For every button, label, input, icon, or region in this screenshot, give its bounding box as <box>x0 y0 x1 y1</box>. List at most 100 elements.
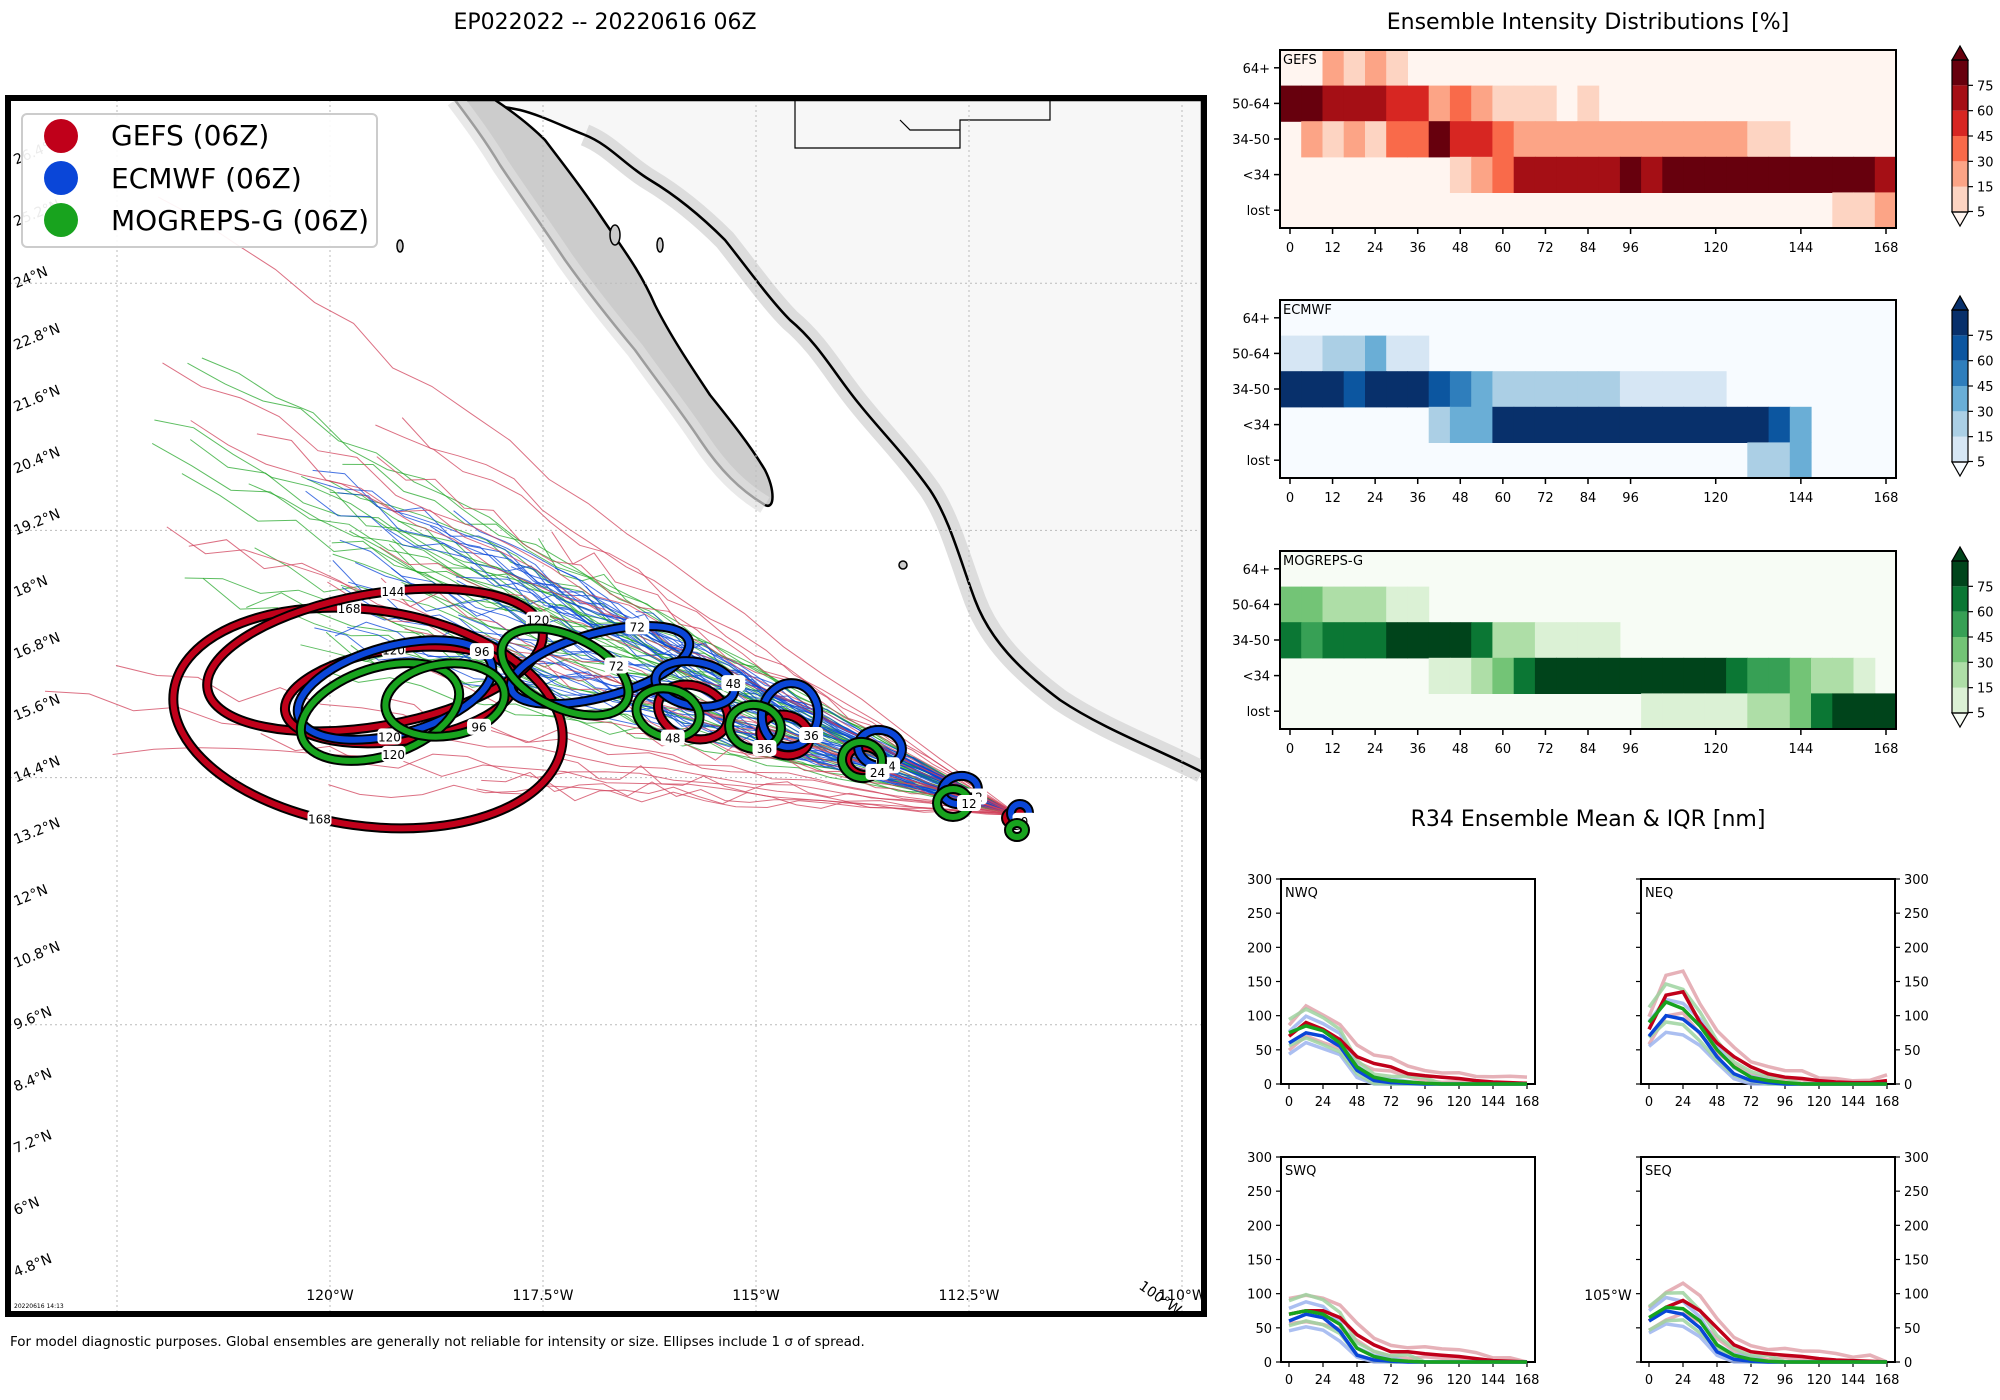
heatmap-cell <box>1301 121 1323 158</box>
lon-label: 117.5°W <box>513 1288 574 1304</box>
heatmap-cell <box>1365 121 1387 158</box>
heatmap-cell <box>1577 121 1600 158</box>
r34-ytick-label: 50 <box>1904 1322 1921 1337</box>
heatmap-cell <box>1832 192 1855 229</box>
r34-ytick-label: 250 <box>1904 1185 1929 1200</box>
heatmap-xtick-label: 48 <box>1452 742 1469 757</box>
r34-iqr-upper <box>1647 969 1888 1083</box>
heatmap-cell <box>1471 85 1493 122</box>
heatmap-cell <box>1280 586 1302 623</box>
colorbar-tick-label: 5 <box>1977 205 1985 220</box>
spread-ellipse: 24 <box>837 736 890 784</box>
heatmap-cell <box>1280 50 1302 87</box>
heatmap-cell <box>1556 657 1578 694</box>
heatmap-cell <box>1534 156 1557 193</box>
heatmap-cell <box>1322 50 1345 87</box>
heatmap-cell <box>1492 406 1515 443</box>
ellipse-hour-label: 96 <box>471 721 486 735</box>
heatmap-cell <box>1874 156 1897 193</box>
heatmap-cell <box>1683 156 1706 193</box>
heatmap-xtick-label: 84 <box>1580 491 1597 506</box>
heatmap-cell <box>1789 156 1812 193</box>
heatmap-cell <box>1683 371 1706 408</box>
r34-xtick-label: 24 <box>1315 1373 1332 1388</box>
spread-ellipse: 96 <box>380 658 510 742</box>
heatmap-cell <box>1704 693 1727 730</box>
heatmap-cell <box>1768 406 1791 443</box>
heatmap-row-label: <34 <box>1243 169 1270 184</box>
heatmap-cell <box>1598 406 1621 443</box>
heatmap-cell <box>1322 622 1345 659</box>
ellipse-hour-label: 72 <box>630 620 645 634</box>
r34-xtick-label: 96 <box>1777 1095 1794 1110</box>
heatmap-cell <box>1577 371 1600 408</box>
heatmap-cell <box>1492 371 1515 408</box>
track-map: 1681681441201209612072483624120120967248… <box>5 95 1852 1319</box>
heatmap-cell <box>1492 156 1515 193</box>
r34-ytick-label: 150 <box>1904 1254 1929 1269</box>
r34-xtick-label: 72 <box>1743 1095 1760 1110</box>
heatmap-cell <box>1662 371 1685 408</box>
r34-xtick-label: 144 <box>1481 1373 1506 1388</box>
ellipse-hour-label: 48 <box>726 677 741 691</box>
heatmap-cell <box>1386 586 1408 623</box>
r34-xtick-label: 0 <box>1645 1095 1653 1110</box>
heatmap-cell <box>1471 121 1493 158</box>
map-legend: GEFS (06Z) ECMWF (06Z) MOGREPS-G (06Z) <box>21 113 378 248</box>
heatmap-cell <box>1513 371 1536 408</box>
heatmap-cell <box>1322 85 1345 122</box>
r34-ytick-label: 300 <box>1247 1151 1272 1166</box>
r34-xtick-label: 96 <box>1777 1373 1794 1388</box>
heatmap-cell <box>1365 371 1387 408</box>
heatmap-xtick-label: 24 <box>1367 491 1384 506</box>
r34-xtick-label: 0 <box>1285 1373 1293 1388</box>
r34-xtick-label: 48 <box>1349 1373 1366 1388</box>
heatmap-cell <box>1853 156 1876 193</box>
ensemble-track <box>201 357 1019 816</box>
heatmap-cell <box>1301 586 1323 623</box>
heatmap-cell <box>1641 121 1663 158</box>
ellipse-hour-label: 144 <box>381 585 404 599</box>
heatmap-cell <box>1704 406 1727 443</box>
heatmap-cell <box>1832 657 1855 694</box>
heatmap-cell <box>1449 406 1472 443</box>
r34-ytick-label: 100 <box>1247 1288 1272 1303</box>
legend-gefs-marker <box>44 119 78 153</box>
heatmap-cell <box>1832 156 1855 193</box>
colorbar-tick-label: 45 <box>1977 380 1994 395</box>
spread-ellipse: 72 <box>505 618 695 710</box>
heatmap-row-label: lost <box>1247 705 1270 720</box>
heatmap-cell <box>1683 657 1706 694</box>
colorbar-tick-label: 30 <box>1977 656 1994 671</box>
colorbar-tick-label: 15 <box>1977 431 1994 446</box>
r34-xtick-label: 144 <box>1481 1095 1506 1110</box>
heatmap-xtick-label: 60 <box>1495 742 1512 757</box>
heatmap-cell <box>1365 586 1387 623</box>
heatmap-cell <box>1683 693 1706 730</box>
heatmap-cell <box>1704 121 1727 158</box>
heatmap-cell <box>1428 406 1451 443</box>
r34-iqr-upper <box>1647 1281 1888 1364</box>
heatmap-cell <box>1619 371 1642 408</box>
heatmap-cell <box>1662 693 1685 730</box>
heatmap-cell <box>1619 406 1642 443</box>
heatmap-cell <box>1301 371 1323 408</box>
r34-xtick-label: 24 <box>1675 1373 1692 1388</box>
r34-panel-swq: SWQ 0 50 100 150 200 250 300 0 24 48 72 96 120 144 168 <box>1247 1151 1539 1388</box>
heatmap-cell <box>1556 121 1578 158</box>
r34-xtick-label: 144 <box>1841 1373 1866 1388</box>
heatmap-cell <box>1280 622 1302 659</box>
ellipse-hour-label: 72 <box>609 659 624 673</box>
heatmap-cell <box>1343 50 1366 87</box>
colorbar: 5 15 30 45 60 75 <box>1950 294 1994 478</box>
r34-panel-seq: SEQ 0 50 100 150 200 250 300 0 24 48 72 96 120 144 168 <box>1636 1151 1929 1388</box>
heatmap-cell <box>1662 156 1685 193</box>
heatmap-row-label: 34-50 <box>1232 383 1270 398</box>
heatmap-xtick-label: 168 <box>1874 742 1899 757</box>
r34-ytick-label: 250 <box>1904 907 1929 922</box>
r34-ytick-label: 0 <box>1264 1356 1272 1371</box>
heatmap-cell <box>1386 121 1408 158</box>
spread-ellipse: 12 <box>932 784 981 822</box>
heatmap-cell <box>1811 657 1833 694</box>
heatmap-cell <box>1768 121 1791 158</box>
